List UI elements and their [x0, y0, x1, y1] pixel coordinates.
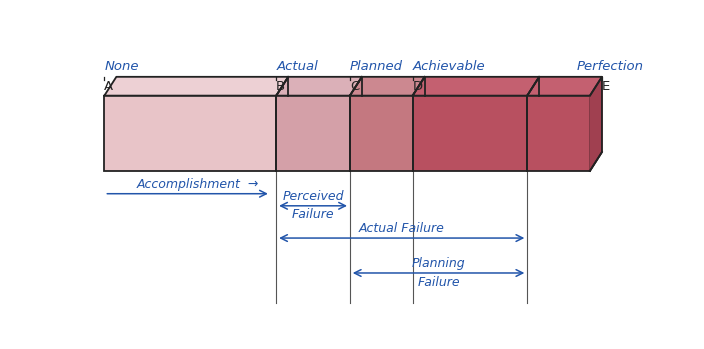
Polygon shape	[413, 77, 539, 96]
Text: Actual Failure: Actual Failure	[359, 222, 445, 235]
Bar	[527, 96, 590, 171]
Polygon shape	[276, 77, 362, 96]
Polygon shape	[527, 77, 602, 96]
Text: Planned: Planned	[350, 60, 403, 73]
Text: Failure: Failure	[417, 276, 460, 289]
Text: D: D	[413, 80, 423, 93]
Text: Perfection: Perfection	[577, 60, 643, 73]
Text: E: E	[602, 80, 610, 93]
Text: B: B	[276, 80, 285, 93]
Polygon shape	[350, 77, 425, 96]
Polygon shape	[104, 77, 288, 96]
Polygon shape	[590, 77, 602, 171]
Text: None: None	[104, 60, 139, 73]
Text: Planning: Planning	[412, 257, 465, 270]
Text: Accomplishment  →: Accomplishment →	[137, 178, 260, 191]
Text: Perceived: Perceived	[282, 190, 344, 203]
Text: A: A	[104, 80, 113, 93]
Text: C: C	[350, 80, 359, 93]
Bar	[350, 96, 413, 171]
Bar	[413, 96, 527, 171]
Text: Failure: Failure	[292, 208, 334, 222]
Bar	[104, 96, 276, 171]
Text: Achievable: Achievable	[413, 60, 485, 73]
Bar	[276, 96, 350, 171]
Text: Actual: Actual	[276, 60, 318, 73]
